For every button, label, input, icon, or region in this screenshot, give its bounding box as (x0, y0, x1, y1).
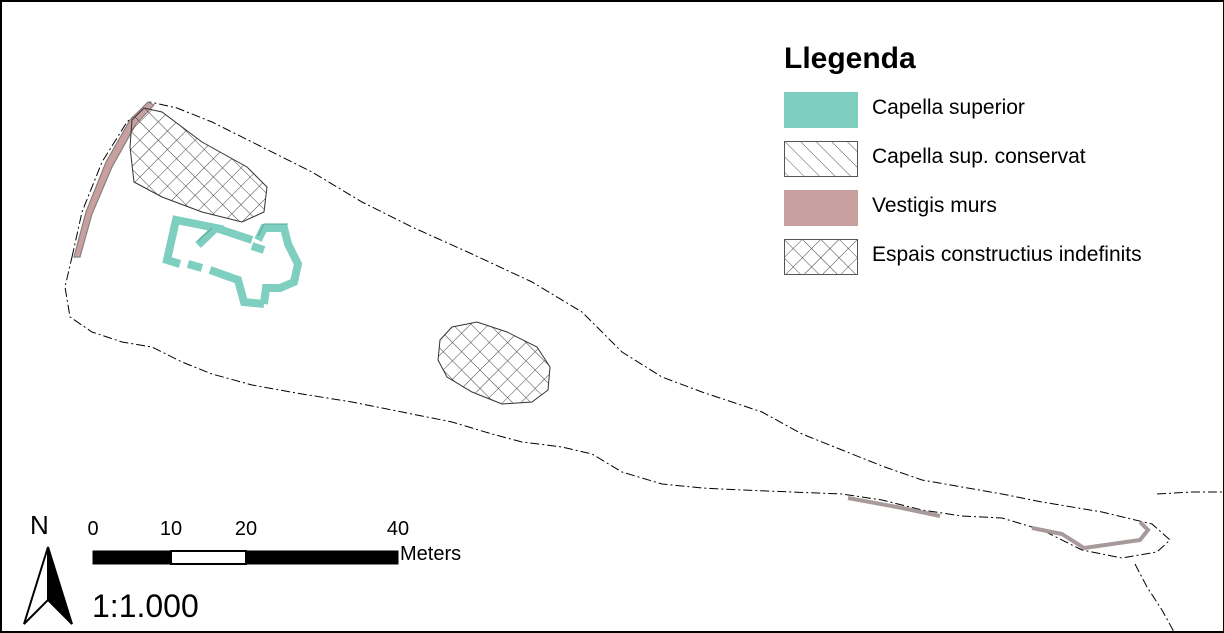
upper-chapel-plan (162, 215, 303, 308)
scale-units: Meters (400, 543, 462, 565)
site-boundary-outline (64, 101, 1171, 559)
scale-tick-0: 0 (87, 518, 99, 540)
wall-remains-northwest (73, 101, 155, 258)
legend-item-capella-superior: Capella superior (782, 90, 1222, 139)
north-label: N (30, 510, 49, 540)
wall-remains-southeast-1 (847, 496, 941, 518)
legend-item-vestigis-murs: Vestigis murs (782, 188, 1222, 237)
undefined-space-center (437, 321, 551, 405)
upper-chapel-wall-edges (197, 223, 288, 242)
scale-tick-20: 20 (234, 518, 258, 540)
legend-label: Vestigis murs (872, 194, 997, 217)
map-legend: Llegenda Capella superior Capella sup. c… (782, 42, 1222, 286)
scale-ratio: 1:1.000 (92, 588, 199, 624)
scale-tick-10: 10 (159, 518, 183, 540)
legend-label: Capella sup. conservat (872, 145, 1086, 168)
legend-label: Capella superior (872, 96, 1025, 119)
scale-tick-40: 40 (386, 518, 410, 540)
road-line-south (1134, 563, 1175, 631)
rose-fill-swatch-icon (784, 190, 858, 226)
legend-item-capella-sup-conservat: Capella sup. conservat (782, 139, 1222, 188)
undefined-space-north (129, 107, 268, 223)
diagonal-hatch-swatch-icon (784, 141, 858, 177)
legend-item-espais-constructius: Espais constructius indefinits (782, 237, 1222, 286)
cross-hatch-swatch-icon (784, 239, 858, 275)
teal-fill-swatch-icon (784, 92, 858, 128)
legend-title: Llegenda (784, 42, 916, 75)
legend-label: Espais constructius indefinits (872, 243, 1142, 266)
wall-remains-southeast-2 (1031, 520, 1151, 551)
road-line-east (1156, 491, 1223, 495)
scale-bar (92, 550, 399, 565)
north-arrow-icon (23, 546, 73, 625)
